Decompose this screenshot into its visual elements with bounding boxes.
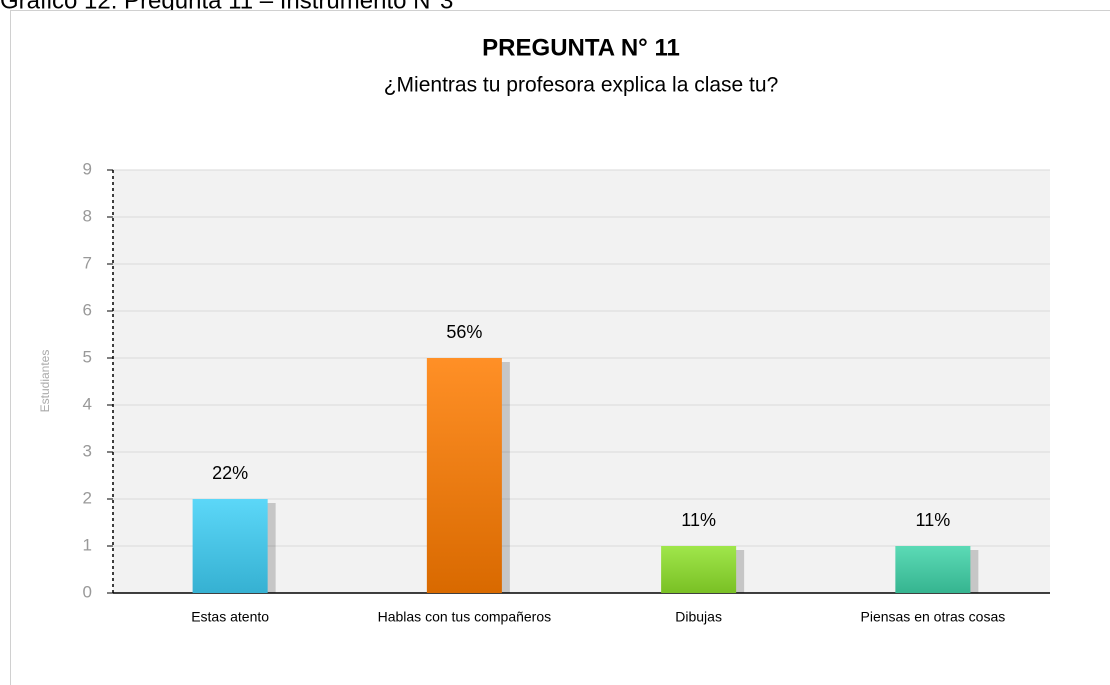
data-label: 22% [212,463,248,483]
data-label: 56% [446,322,482,342]
x-tick-label: Dibujas [675,609,722,625]
bar-shade [661,546,737,593]
y-tick-label: 7 [83,253,92,272]
chart-title: PREGUNTA N° 11 [482,34,680,61]
plot-area [113,170,1050,593]
y-tick-label: 2 [83,488,92,507]
y-tick-label: 5 [83,347,92,366]
y-tick-label: 3 [83,441,92,460]
y-tick-label: 4 [83,394,92,413]
x-tick-label: Estas atento [191,609,269,625]
bar-shade [895,546,971,593]
y-tick-label: 9 [83,159,92,178]
x-tick-label: Piensas en otras cosas [861,609,1006,625]
bar-shade [426,358,502,593]
chart-subtitle: ¿Mientras tu profesora explica la clase … [384,74,779,97]
x-tick-label: Hablas con tus compañeros [378,609,552,625]
data-label: 11% [681,510,716,530]
data-label: 11% [916,510,951,530]
y-tick-label: 6 [83,300,92,319]
y-tick-label: 0 [83,582,92,601]
bar-shade [192,499,268,593]
y-axis-label: Estudiantes [38,350,52,413]
y-tick-label: 1 [83,535,92,554]
y-tick-label: 8 [83,206,92,225]
